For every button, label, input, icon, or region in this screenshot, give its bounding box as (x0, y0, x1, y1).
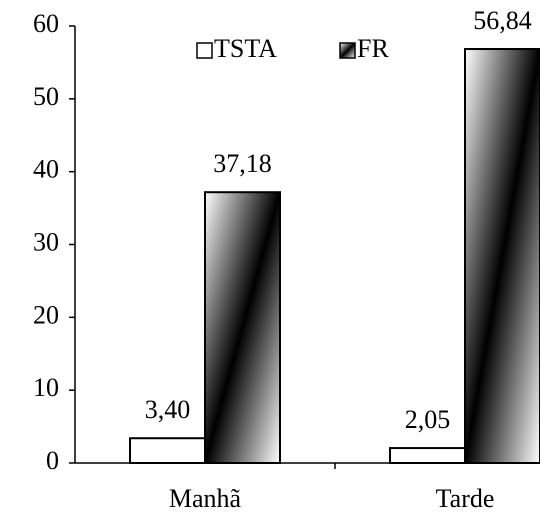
value-label: 3,40 (145, 395, 191, 424)
legend-label: TSTA (214, 34, 277, 63)
y-tick-label: 60 (33, 9, 59, 38)
value-label: 37,18 (213, 149, 272, 178)
y-tick-label: 20 (33, 300, 59, 329)
x-tick-label: Manhã (169, 484, 242, 512)
legend-label: FR (357, 34, 389, 63)
bar (464, 48, 540, 465)
bar (129, 437, 206, 464)
y-tick-label: 40 (33, 155, 59, 184)
y-tick-label: 10 (33, 373, 59, 402)
bar (204, 191, 281, 465)
y-tick-label: 30 (33, 227, 59, 256)
value-label: 56,84 (473, 6, 532, 35)
value-label: 2,05 (405, 405, 451, 434)
bar (389, 447, 466, 464)
legend-swatch (339, 42, 356, 59)
y-tick-label: 0 (46, 446, 59, 475)
y-tick-label: 50 (33, 82, 59, 111)
x-tick-label: Tarde (436, 484, 495, 512)
legend-swatch (196, 42, 213, 59)
